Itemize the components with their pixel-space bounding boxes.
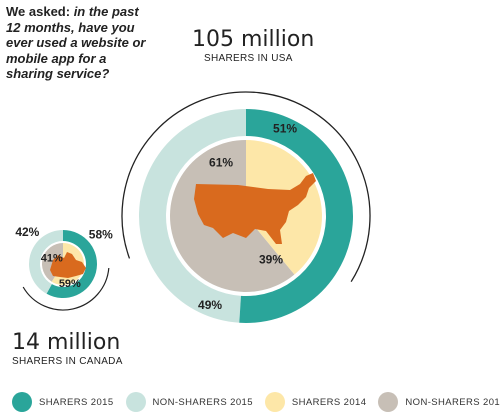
survey-question: We asked: in the past 12 months, have yo… — [6, 4, 156, 82]
usa-donut-chart: 51% 49% 61% 39% — [139, 109, 354, 324]
canada-non-sharers-2015-label: 42% — [15, 225, 39, 239]
question-emphasis: in the past 12 months, — [6, 4, 139, 35]
usa-sharers-number: 105 million — [192, 27, 315, 52]
usa-sharers-label: SHARERS IN USA — [204, 53, 293, 64]
canada-map-icon — [50, 252, 86, 278]
legend-item-sharers-2014: SHARERS 2014 — [253, 392, 367, 412]
usa-sharers-2014-label: 39% — [259, 252, 283, 266]
canada-bracket-arc — [22, 267, 110, 311]
legend-swatch-non-sharers-2015 — [125, 392, 146, 412]
chart-legend: SHARERS 2015 NON-SHARERS 2015 SHARERS 20… — [0, 386, 500, 418]
legend-label-sharers-2015: SHARERS 2015 — [39, 396, 114, 408]
legend-label-non-sharers-2015: NON-SHARERS 2015 — [152, 396, 253, 408]
usa-map-icon — [194, 173, 316, 244]
canada-sharers-2015-label: 58% — [89, 227, 113, 241]
usa-sharers-2015-label: 51% — [273, 121, 297, 135]
legend-item-non-sharers-2015: NON-SHARERS 2015 — [114, 392, 253, 412]
usa-non-sharers-2015-arc — [139, 109, 246, 323]
usa-non-sharers-2015-label: 49% — [198, 298, 222, 312]
legend-item-sharers-2015: SHARERS 2015 — [0, 392, 114, 412]
legend-swatch-sharers-2015 — [12, 392, 32, 412]
question-rest: have you ever used a website or mobile a… — [6, 19, 146, 82]
canada-sharers-number: 14 million — [12, 330, 121, 355]
canada-sharers-label: SHARERS IN CANADA — [12, 356, 123, 367]
legend-swatch-sharers-2014 — [264, 392, 285, 412]
sharing-donut-charts: 51% 49% 61% 39% 58% 42% 41% 59% — [15, 91, 371, 324]
legend-swatch-non-sharers-2014 — [378, 392, 399, 412]
legend-item-non-sharers-2014: NON-SHARERS 2014 — [366, 392, 500, 412]
canada-donut-chart: 58% 42% 41% 59% — [15, 225, 113, 299]
canada-sharers-2014-label: 59% — [59, 278, 81, 290]
question-prefix: We asked: — [6, 4, 74, 19]
usa-sharers-2015-arc — [239, 109, 354, 324]
canada-non-sharers-2014-label: 41% — [41, 253, 63, 265]
usa-bracket-arc — [121, 91, 371, 283]
legend-label-non-sharers-2014: NON-SHARERS 2014 — [405, 396, 500, 408]
canada-sharers-2015-arc — [46, 230, 97, 299]
canada-non-sharers-2015-arc — [28, 230, 64, 294]
usa-non-sharers-2014-label: 61% — [209, 156, 233, 170]
legend-label-sharers-2014: SHARERS 2014 — [291, 396, 367, 408]
